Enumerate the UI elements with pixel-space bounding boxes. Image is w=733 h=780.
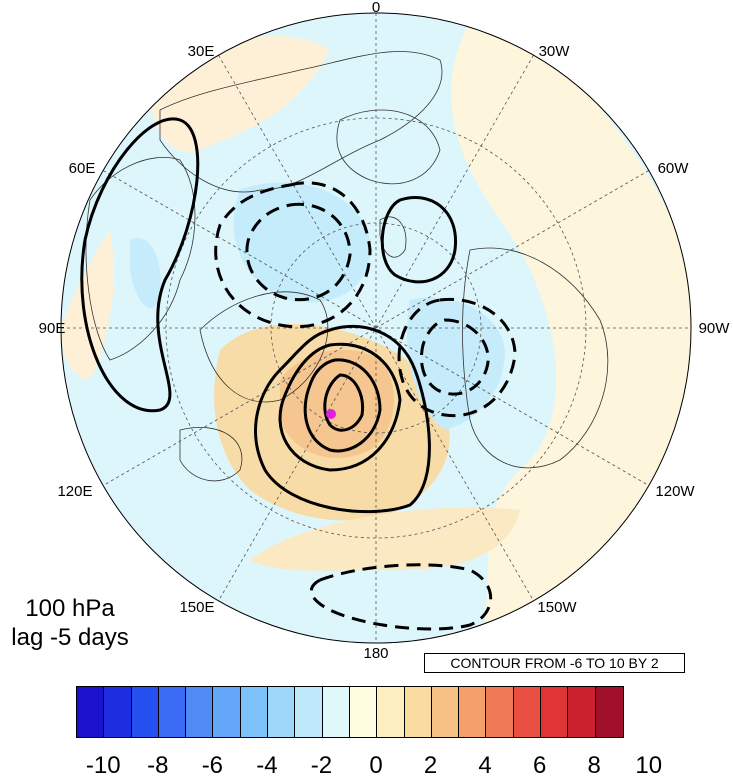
- contour-negative: [214, 181, 372, 329]
- colorbar-cell: [131, 687, 159, 737]
- colorbar-tick-label: -4: [256, 752, 278, 779]
- lon-label-30w: 30W: [539, 43, 571, 60]
- colorbar-cell: [459, 687, 487, 737]
- colorbar-cell: [431, 687, 460, 737]
- colorbar-cell: [104, 687, 132, 737]
- location-marker: [326, 409, 336, 419]
- contour-positive: [380, 195, 458, 284]
- contour-negative: [245, 202, 352, 302]
- contours-negative: [214, 181, 517, 631]
- graticule: [61, 13, 691, 643]
- colorbar-cell: [513, 687, 542, 737]
- colorbar-cell: [541, 687, 569, 737]
- contour-positive: [278, 342, 402, 472]
- lon-label-180: 180: [363, 645, 388, 662]
- colorbar-tick-label: -8: [147, 752, 169, 779]
- lon-label-90e: 90E: [39, 320, 66, 337]
- colorbar-tick-label: 8: [587, 752, 601, 779]
- contour-positive: [303, 358, 382, 453]
- map-boundary: [60, 12, 692, 644]
- contour-info-box: CONTOUR FROM -6 TO 10 BY 2: [424, 653, 685, 673]
- lon-label-150e: 150E: [179, 599, 214, 616]
- colorbar-cell: [77, 687, 105, 737]
- lon-label-0: 0: [372, 0, 380, 16]
- colorbar-cell: [295, 687, 323, 737]
- colorbar-cell: [186, 687, 214, 737]
- lon-label-90w: 90W: [699, 320, 731, 337]
- contour-positive: [80, 117, 200, 413]
- level-label: 100 hPa: [25, 595, 115, 622]
- lon-label-120e: 120E: [57, 483, 92, 500]
- colorbar-cell: [377, 687, 405, 737]
- colorbar-cell: [213, 687, 241, 737]
- contour-negative: [309, 563, 493, 631]
- contours: [80, 117, 458, 514]
- lon-label-120w: 120W: [655, 483, 695, 500]
- colorbar-cell: [240, 687, 269, 737]
- colorbar-cell: [486, 687, 514, 737]
- colorbar-tick-label: 0: [369, 752, 383, 779]
- colorbar-tick-label: 6: [532, 752, 547, 779]
- contour-positive: [254, 324, 431, 514]
- colorbar-tick-label: 10: [635, 752, 663, 779]
- longitude-labels: 0 30E 30W 60E 60W 90E 90W 120E 120W 150E…: [39, 0, 731, 662]
- colorbar: [76, 686, 624, 738]
- lon-label-150w: 150W: [537, 599, 577, 616]
- colorbar-tick-label: 2: [423, 752, 438, 779]
- lon-label-60e: 60E: [69, 160, 96, 177]
- contour-positive: [323, 373, 365, 432]
- colorbar-cell: [404, 687, 432, 737]
- colorbar-cell: [595, 687, 623, 737]
- colorbar-cell: [349, 687, 378, 737]
- colorbar-cell: [158, 687, 187, 737]
- colorbar-cell: [568, 687, 596, 737]
- colorbar-tick-label: -10: [85, 752, 121, 779]
- lag-label: lag -5 days: [11, 624, 129, 651]
- lon-label-60w: 60W: [658, 160, 690, 177]
- colorbar-tick-label: 4: [478, 752, 492, 779]
- lon-label-30e: 30E: [188, 43, 215, 60]
- contour-negative: [397, 297, 517, 418]
- contour-negative: [419, 318, 490, 396]
- colorbar-cell: [268, 687, 296, 737]
- colorbar-tick-label: -2: [310, 752, 333, 779]
- colorbar-tick-label: -6: [201, 752, 224, 779]
- colorbar-cell: [322, 687, 350, 737]
